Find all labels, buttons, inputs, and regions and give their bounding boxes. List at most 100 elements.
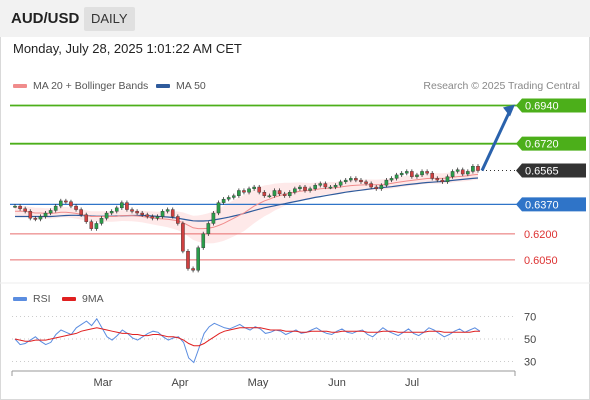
candle-body — [460, 169, 465, 175]
candle-body — [435, 178, 440, 181]
candle-body — [343, 179, 348, 183]
candle-body — [399, 172, 404, 176]
x-tick-label-may: May — [248, 377, 269, 389]
rsi-ma-legend: 9MA — [62, 293, 104, 305]
rsi-ma-swatch — [62, 297, 76, 301]
candle-body — [176, 216, 180, 224]
candle-body — [328, 186, 333, 189]
candle-body — [445, 176, 450, 183]
bollinger-band — [15, 169, 478, 244]
candle-body — [181, 223, 185, 252]
candle-body — [120, 202, 124, 209]
x-tick-label-jul: Jul — [405, 377, 419, 389]
ma20-legend: MA 20 + Bollinger Bands — [13, 80, 148, 92]
candle-body — [145, 214, 150, 217]
symbol-title: AUD/USD — [11, 10, 80, 27]
candle-body — [114, 207, 119, 212]
rsi-ma-line — [14, 327, 480, 347]
level-label-0.6370: 0.6370 — [525, 199, 559, 211]
timeframe-button[interactable]: DAILY — [84, 7, 135, 31]
candle-body — [53, 205, 58, 211]
x-tick-label-apr: Apr — [171, 377, 188, 389]
candle-body — [272, 190, 277, 196]
candle-body — [313, 185, 317, 189]
candle-body — [282, 193, 287, 196]
candle-body — [420, 171, 424, 176]
level-tag-0.6370 — [516, 197, 586, 212]
rsi-swatch — [13, 297, 27, 301]
x-tick-label-mar: Mar — [94, 377, 113, 389]
candle-body — [23, 208, 27, 212]
candle-body — [379, 185, 384, 189]
level-tag-0.6720 — [516, 136, 586, 151]
candle-body — [287, 192, 292, 196]
candle-body — [48, 210, 53, 214]
candle-body — [165, 209, 170, 212]
candle-body — [155, 216, 160, 219]
candle-body — [476, 166, 480, 171]
candle-body — [298, 186, 302, 189]
candle-body — [38, 216, 43, 220]
ma20-line — [15, 173, 479, 230]
level-label-0.6565: 0.6565 — [525, 166, 559, 178]
candle-body — [170, 209, 175, 217]
candle-body — [415, 174, 419, 177]
candle-body — [425, 171, 429, 174]
candle-body — [89, 221, 94, 229]
rsi-tick-label: 70 — [524, 312, 536, 324]
candle-body — [308, 188, 312, 191]
rsi-tick-label: 30 — [524, 356, 536, 368]
candle-body — [221, 198, 226, 203]
ma50-legend: MA 50 — [156, 80, 206, 92]
candle-body — [104, 212, 109, 219]
candle-body — [18, 205, 22, 209]
rsi-ma-legend-label: 9MA — [82, 293, 104, 305]
candle-body — [471, 166, 475, 172]
chart-header: AUD/USD DAILY — [0, 0, 590, 37]
candle-body — [293, 188, 297, 193]
candle-body — [130, 209, 134, 212]
candle-body — [364, 181, 368, 184]
candle-body — [64, 200, 68, 203]
candle-body — [201, 233, 206, 248]
candle-body — [404, 171, 409, 174]
candle-body — [191, 268, 195, 271]
candle-body — [226, 197, 231, 200]
candle-body — [237, 190, 241, 196]
ma50-swatch — [156, 84, 170, 88]
candle-body — [389, 178, 394, 181]
candle-body — [206, 223, 211, 235]
candle-body — [303, 186, 307, 191]
candle-body — [318, 183, 323, 186]
candle-body — [267, 195, 272, 198]
candle-body — [109, 211, 114, 214]
candle-body — [333, 185, 338, 188]
candle-body — [125, 202, 129, 210]
ma20-legend-label: MA 20 + Bollinger Bands — [33, 80, 149, 92]
candle-body — [216, 202, 221, 214]
candle-body — [252, 186, 256, 189]
candle-body — [43, 212, 48, 217]
forecast-arrow-head — [503, 104, 515, 117]
x-tick-label-jun: Jun — [328, 377, 346, 389]
candle-body — [466, 171, 470, 175]
forecast-arrow-line — [480, 109, 512, 172]
candle-body — [231, 195, 236, 198]
candle-body — [323, 183, 328, 188]
candle-body — [262, 192, 267, 196]
candle-body — [349, 178, 353, 181]
candle-body — [135, 211, 139, 214]
candle-body — [160, 211, 165, 217]
candle-body — [186, 250, 190, 269]
candle-body — [257, 186, 262, 193]
candle-body — [359, 179, 363, 183]
level-label-0.6050: 0.6050 — [524, 255, 558, 267]
candle-body — [150, 216, 155, 219]
candle-body — [58, 200, 63, 207]
candle-body — [338, 181, 343, 186]
ma50-legend-label: MA 50 — [176, 80, 206, 92]
level-label-0.6720: 0.6720 — [525, 139, 559, 151]
candle-body — [369, 183, 373, 188]
candle-body — [211, 212, 216, 224]
